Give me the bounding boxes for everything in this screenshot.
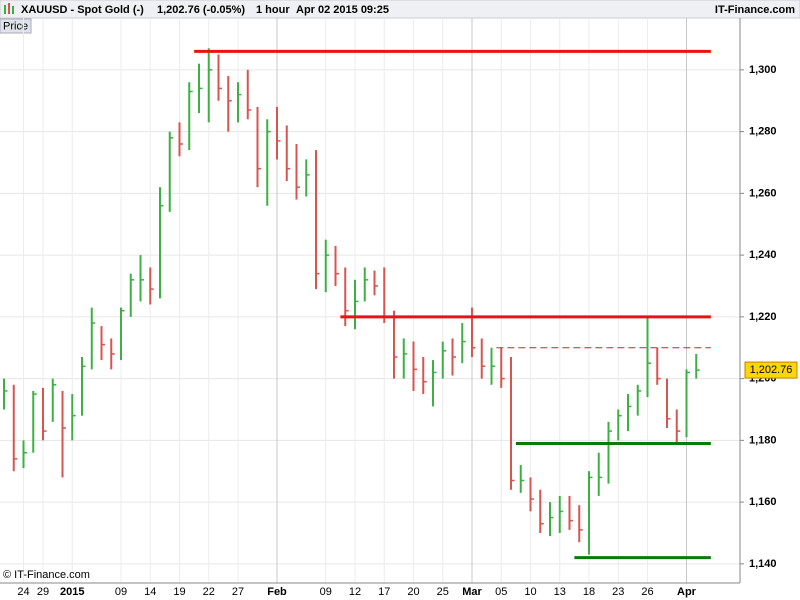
x-tick-label: 2015 — [60, 586, 84, 598]
x-tick-label: 14 — [144, 586, 156, 598]
plot — [0, 18, 740, 583]
x-tick-label: 22 — [203, 586, 215, 598]
icon — [4, 3, 14, 14]
symbol: XAUUSD - Spot Gold (-) — [21, 4, 144, 16]
y-tick-label: 1,240 — [749, 249, 777, 261]
y-tick-label: 1,260 — [749, 187, 777, 199]
last-price-label: 1,202.76 — [750, 364, 793, 376]
x-tick-label: 17 — [378, 586, 390, 598]
header-bar — [0, 0, 800, 19]
x-tick-label: 09 — [320, 586, 332, 598]
x-tick-label: 19 — [173, 586, 185, 598]
x-tick-label: 24 — [17, 586, 29, 598]
timeframe: 1 hour — [256, 4, 290, 16]
y-tick-label: 1,220 — [749, 311, 777, 323]
x-tick-label: 13 — [554, 586, 566, 598]
y-tick-label: 1,280 — [749, 126, 777, 138]
x-tick-label: Mar — [462, 586, 482, 598]
panel-label: Price — [3, 20, 28, 32]
x-tick-label: 18 — [583, 586, 595, 598]
y-tick-label: 1,180 — [749, 434, 777, 446]
x-tick-label: 20 — [407, 586, 419, 598]
last-price-box — [744, 361, 798, 379]
x-tick-label: 29 — [37, 586, 49, 598]
x-tick-label: 12 — [349, 586, 361, 598]
x-tick-label: Feb — [267, 586, 287, 598]
quote: 1,202.76 (-0.05%) — [157, 4, 245, 16]
y-tick-label: 1,140 — [749, 558, 777, 570]
x-tick-label: 10 — [524, 586, 536, 598]
timestamp: Apr 02 2015 09:25 — [296, 4, 389, 16]
brand: IT-Finance.com — [715, 4, 795, 16]
copyright: © IT-Finance.com — [3, 569, 90, 581]
y-tick-label: 1,300 — [749, 64, 777, 76]
y-tick-label: 1,160 — [749, 496, 777, 508]
x-tick-label: Apr — [677, 586, 697, 598]
x-tick-label: 27 — [232, 586, 244, 598]
x-tick-label: 25 — [437, 586, 449, 598]
x-tick-label: 23 — [612, 586, 624, 598]
x-tick-label: 05 — [495, 586, 507, 598]
x-tick-label: 09 — [115, 586, 127, 598]
x-tick-label: 26 — [641, 586, 653, 598]
